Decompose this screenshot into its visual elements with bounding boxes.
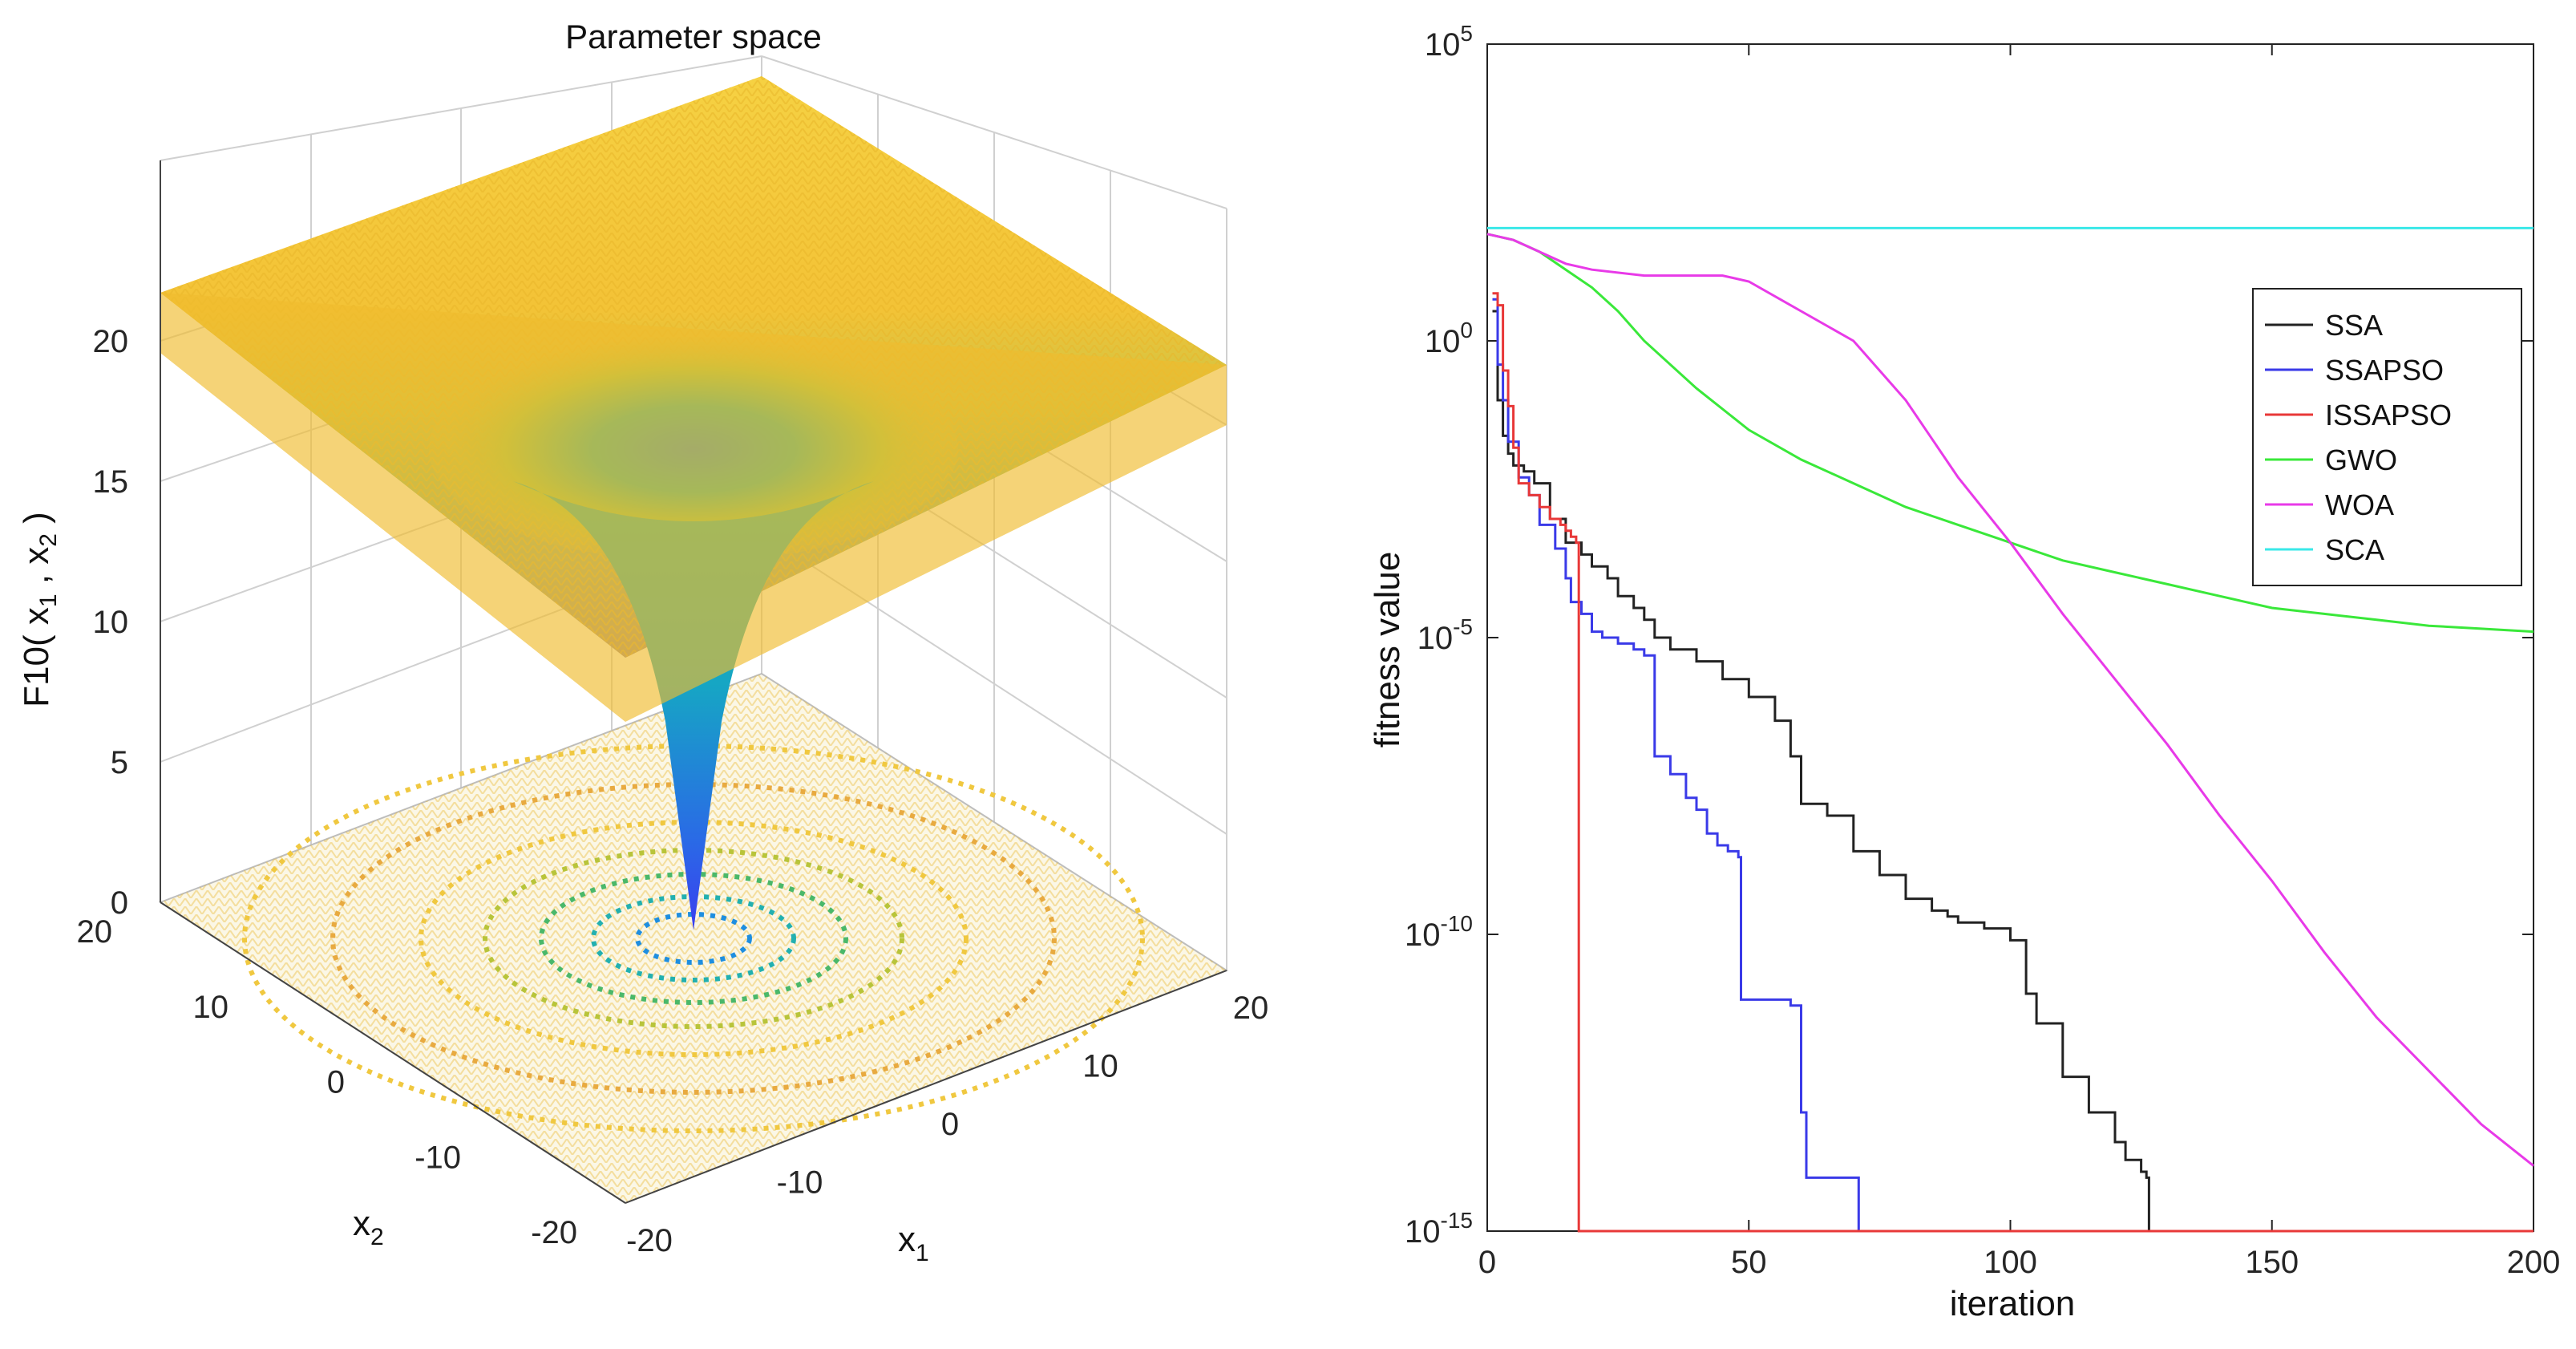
x-tick-label: 0 <box>1478 1245 1496 1280</box>
surface-title: Parameter space <box>565 18 822 55</box>
x-tick-label: 200 <box>2507 1245 2561 1280</box>
surface-funnel <box>513 481 874 930</box>
convergence-x-label: iteration <box>1950 1284 2076 1323</box>
legend-label-ssa: SSA <box>2325 309 2383 342</box>
legend-label-gwo: GWO <box>2325 444 2397 476</box>
legend-label-issapso: ISSAPSO <box>2325 399 2452 431</box>
surface-axis-lines <box>160 160 1227 1204</box>
surface-z-tick: 10 <box>93 605 129 640</box>
convergence-series <box>1486 226 2534 1233</box>
surface-z-tick: 5 <box>111 745 128 780</box>
surface-x2-tick: 10 <box>193 990 229 1025</box>
surface-front-edge <box>160 293 1227 722</box>
surface-x1-tick: 0 <box>941 1107 959 1142</box>
series-line-gwo <box>1486 233 2534 634</box>
series-line-ssa <box>1492 310 2534 1233</box>
surface-z-tick: 0 <box>111 885 128 921</box>
surface-x1-tick: -10 <box>777 1165 823 1201</box>
x-tick-label: 150 <box>2245 1245 2299 1280</box>
x-tick-label: 50 <box>1731 1245 1767 1280</box>
surface-x1-tick: -20 <box>626 1223 673 1258</box>
legend-label-woa: WOA <box>2325 488 2394 521</box>
legend: SSA SSAPSO ISSAPSO GWO WOA SCA <box>2252 288 2522 586</box>
surface-x2-tick: -10 <box>415 1140 461 1175</box>
convergence-plot-panel: 0 50 100 150 200 10-15 10-10 10-5 100 105 SSA SSAP… <box>1368 21 2560 1323</box>
series-line-woa <box>1486 233 2534 1167</box>
surface-x2-label: x2 <box>353 1204 384 1250</box>
surface-plot-panel: 0 5 10 15 20 20 10 0 -10 -20 -20 -10 0 10 20 Paramet… <box>17 18 1268 1266</box>
legend-label-ssapso: SSAPSO <box>2325 354 2444 387</box>
series-line-issapso <box>1492 292 2534 1233</box>
y-tick-label: 10-5 <box>1417 614 1473 656</box>
y-tick-label: 100 <box>1425 318 1473 359</box>
surface-x2-tick: 20 <box>77 914 113 950</box>
surface-x1-label: x1 <box>898 1220 929 1266</box>
surface-x1-tick: 10 <box>1082 1049 1118 1084</box>
surface-x2-tick: 0 <box>327 1065 345 1100</box>
convergence-y-label: fitness value <box>1368 552 1407 748</box>
surface-z-tick: 15 <box>93 464 129 500</box>
contour-pattern <box>160 674 1227 1203</box>
y-tick-label: 10-15 <box>1405 1208 1473 1250</box>
surface-z-label: F10( x1 , x2 ) <box>17 512 62 707</box>
y-tick-label: 105 <box>1425 21 1473 63</box>
surface-z-tick: 20 <box>93 324 129 359</box>
convergence-axes-box <box>1486 43 2534 1232</box>
x-tick-label: 100 <box>1984 1245 2037 1280</box>
surface-x1-tick: 20 <box>1233 990 1269 1026</box>
legend-box <box>2252 288 2522 586</box>
legend-label-sca: SCA <box>2325 533 2384 566</box>
y-tick-label: 10-10 <box>1405 911 1473 953</box>
surface-x2-tick: -20 <box>531 1215 577 1250</box>
